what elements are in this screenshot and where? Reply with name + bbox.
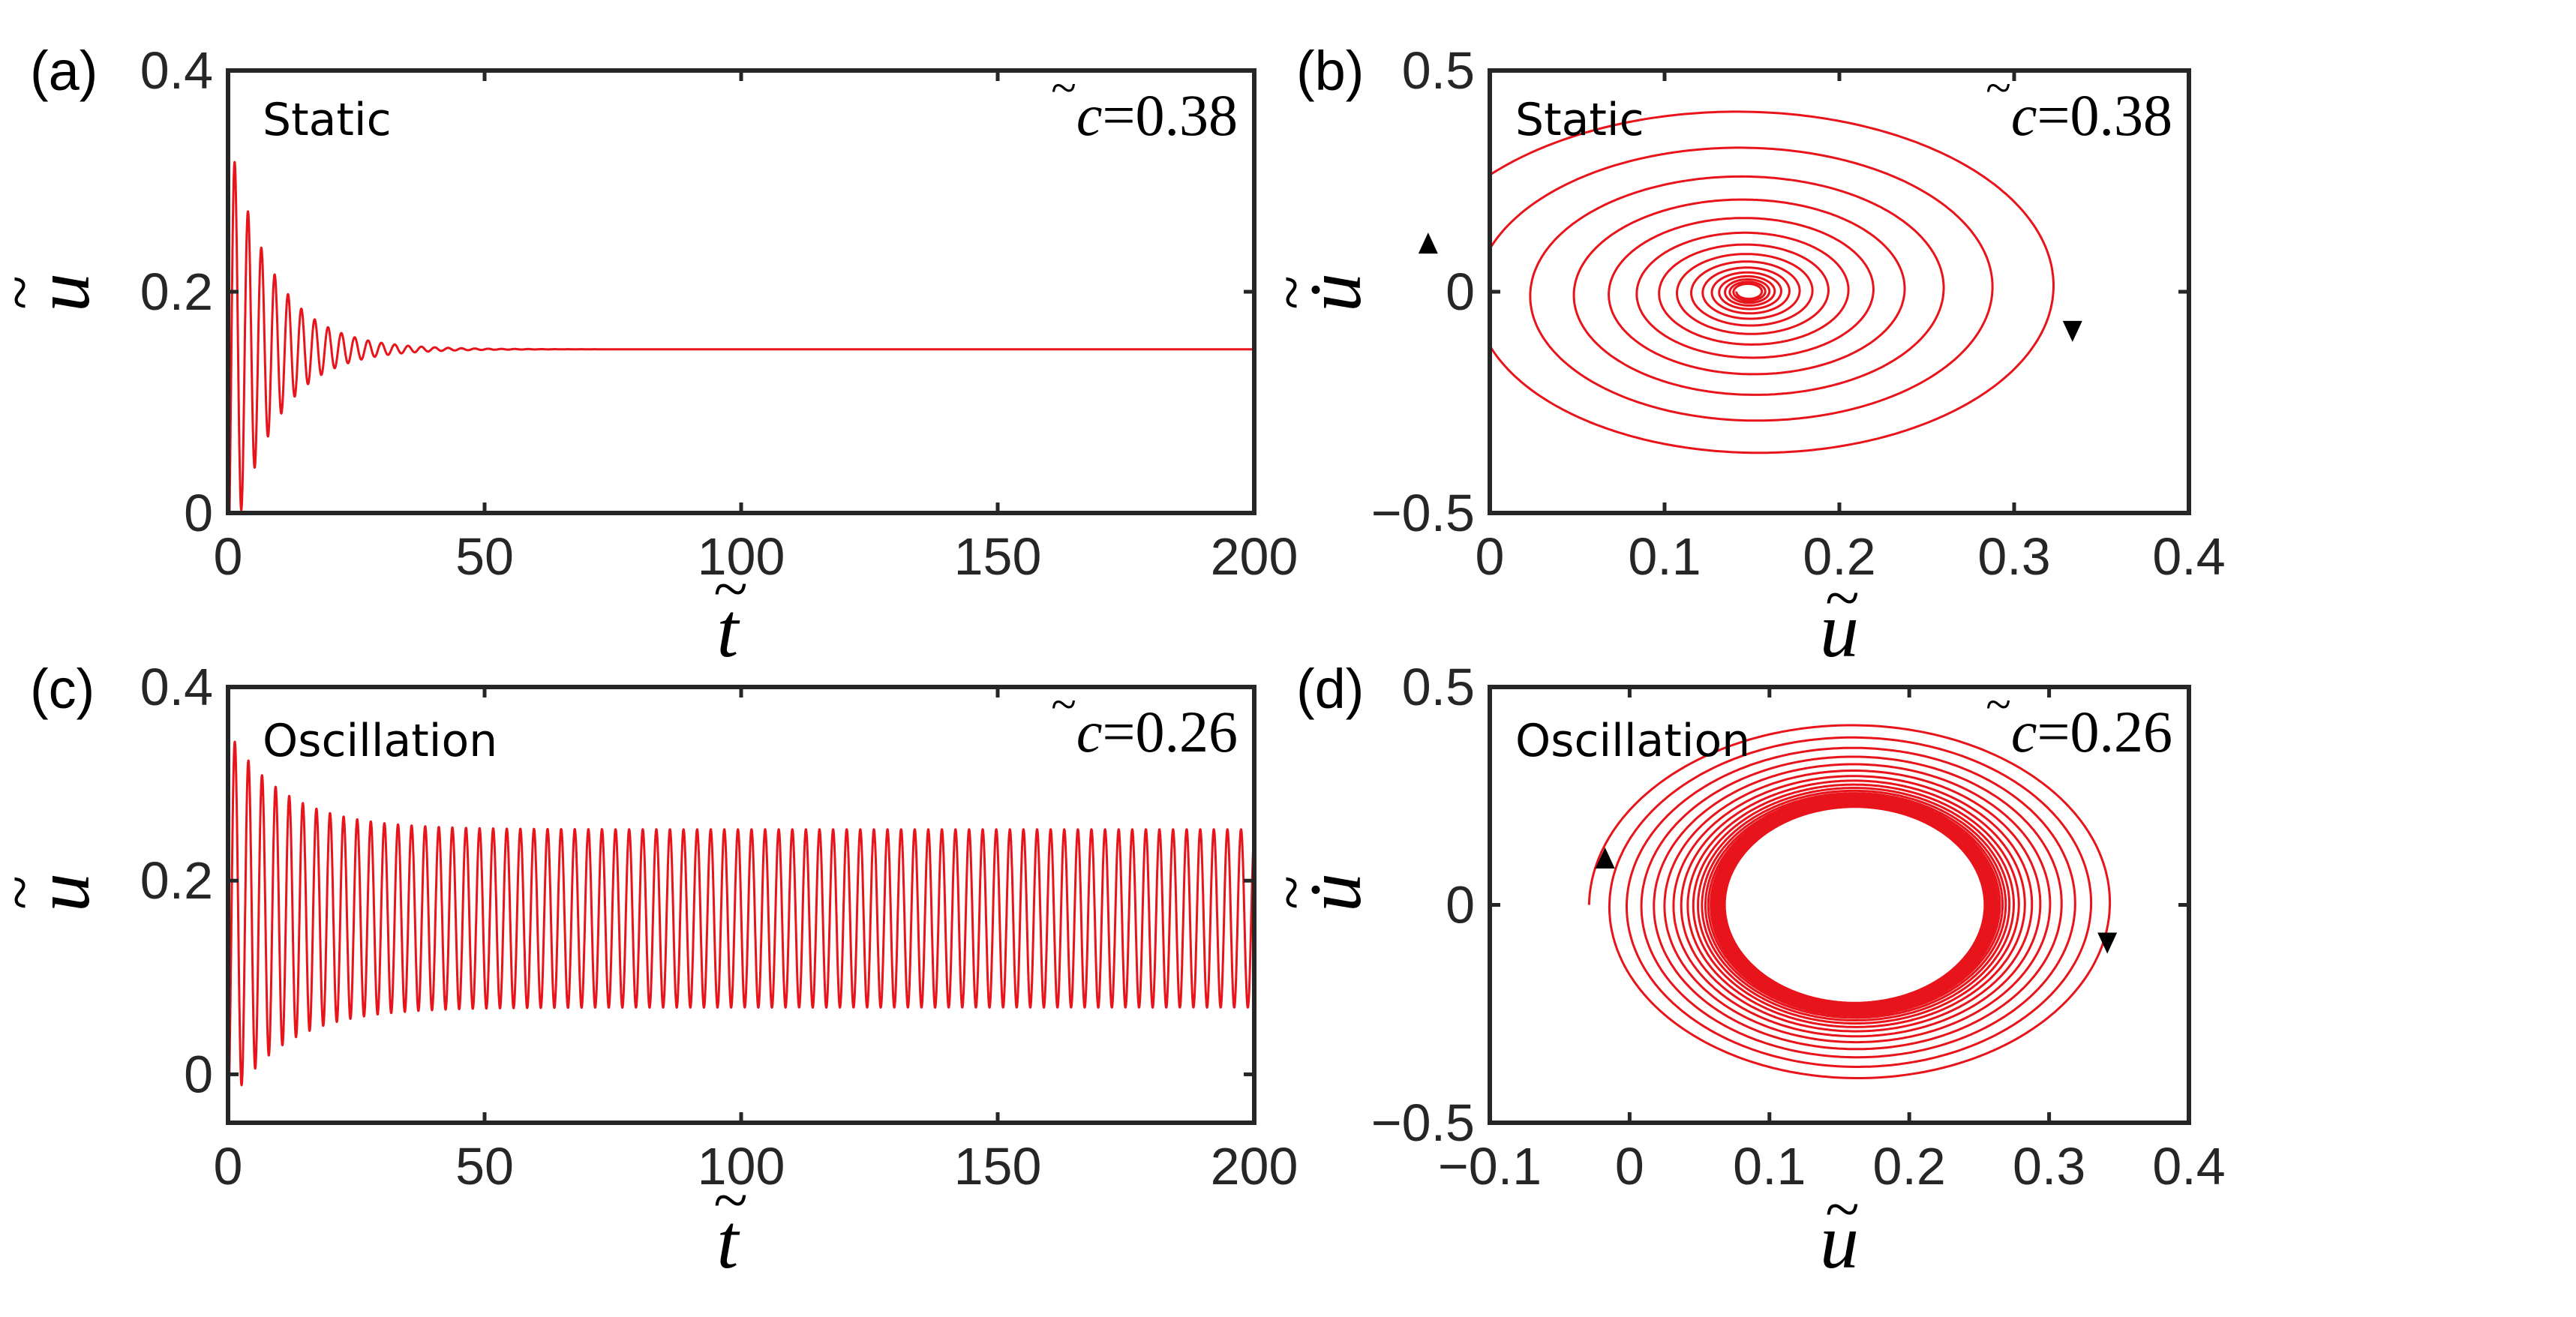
y-tick-label: 0 (1446, 262, 1475, 321)
x-tick-label: 0.1 (1733, 1137, 1806, 1196)
x-tick-label: 0 (1615, 1137, 1644, 1196)
parameter-label: c=0.26~ (1051, 680, 1238, 764)
x-axis-tilde: ~ (713, 554, 747, 624)
parameter-tilde: ~ (1051, 63, 1076, 114)
x-axis-label: u~ (1820, 563, 1860, 674)
panel-label: (d) (1296, 658, 1364, 720)
y-axis-tilde: ~ (1256, 275, 1326, 309)
state-label: Static (1515, 94, 1644, 146)
parameter-symbol: c (2011, 82, 2037, 148)
x-axis-label-text: u (1820, 1198, 1859, 1285)
y-tick-label: 0.5 (1402, 41, 1475, 100)
x-tick-label: 0 (1476, 527, 1505, 586)
x-axis-label: u~ (1820, 1174, 1860, 1285)
panel-label: (a) (30, 40, 98, 102)
state-label: Oscillation (1515, 715, 1750, 767)
svg-text:c=0.38: c=0.38 (2011, 82, 2172, 148)
panel-label: (b) (1296, 40, 1364, 102)
x-axis-tilde: ~ (1825, 563, 1859, 633)
y-axis-label-text: u̇ (1291, 873, 1377, 912)
parameter-tilde: ~ (1986, 63, 2011, 114)
x-axis-label: t~ (713, 1166, 747, 1285)
y-tick-label: 0.4 (140, 658, 213, 716)
state-label: Static (263, 94, 392, 146)
trajectory-arrow (2097, 932, 2118, 954)
x-tick-label: 0.2 (1803, 527, 1875, 586)
y-axis-label: u̇~ (1256, 873, 1377, 912)
parameter-value: =0.26 (1103, 699, 1238, 764)
parameter-label: c=0.38~ (1051, 63, 1238, 148)
x-tick-label: −0.1 (1438, 1137, 1542, 1196)
x-tick-label: 150 (954, 1137, 1042, 1196)
x-tick-label: 50 (455, 527, 514, 586)
parameter-symbol: c (1076, 699, 1103, 764)
y-tick-label: 0.5 (1402, 658, 1475, 716)
x-axis-label-text: t (717, 1198, 740, 1285)
x-tick-label: 50 (455, 1137, 514, 1196)
svg-text:c=0.26: c=0.26 (1076, 699, 1238, 764)
y-axis-label: u~ (0, 873, 106, 912)
y-tick-label: 0.2 (140, 851, 213, 910)
state-label: Oscillation (263, 715, 497, 767)
x-tick-label: 0.3 (1977, 527, 2050, 586)
x-axis-label-text: u (1820, 587, 1859, 674)
x-tick-label: 200 (1211, 1137, 1299, 1196)
y-tick-label: −0.5 (1371, 1094, 1475, 1152)
x-tick-label: 150 (954, 527, 1042, 586)
y-axis-label: u~ (0, 273, 106, 312)
parameter-symbol: c (2011, 699, 2037, 764)
panel-label: (c) (30, 658, 95, 720)
x-tick-label: 0.1 (1628, 527, 1701, 586)
y-axis-label: u̇~ (1256, 273, 1377, 312)
parameter-value: =0.38 (2037, 82, 2173, 148)
y-axis-tilde: ~ (1256, 875, 1326, 909)
x-tick-label: 0.4 (2152, 1137, 2225, 1196)
parameter-tilde: ~ (1051, 680, 1076, 730)
trajectory-arrow (1418, 232, 1438, 254)
panel-d: −0.1 0 0.1 0.2 0.3 0.4 −0.5 0 0.5 (d) Oscillation c… (1256, 658, 2226, 1285)
x-tick-label: 0.3 (2013, 1137, 2085, 1196)
y-tick-label: 0.2 (140, 262, 213, 321)
panel-b: 0 0.1 0.2 0.3 0.4−0.500.5(b)Static c=0.38~u~u… (1256, 40, 2226, 674)
y-tick-label: −0.5 (1371, 484, 1475, 542)
x-tick-label: 0.4 (2152, 527, 2225, 586)
parameter-label: c=0.26~ (1986, 680, 2172, 764)
x-axis-tilde: ~ (1825, 1174, 1859, 1244)
parameter-label: c=0.38~ (1986, 63, 2172, 148)
y-tick-label: 0.4 (140, 41, 213, 100)
y-tick-label: 0 (1446, 876, 1475, 934)
y-axis-label-text: u (20, 273, 106, 312)
y-tick-label: 0 (184, 484, 213, 542)
parameter-value: =0.38 (1103, 82, 1238, 148)
x-tick-label: 0.2 (1873, 1137, 1946, 1196)
x-axis-label: t~ (713, 554, 747, 674)
x-tick-label: 100 (698, 1137, 785, 1196)
series-line (228, 740, 1254, 1107)
y-axis-label-text: u̇ (1291, 273, 1377, 312)
trajectory-arrow (2062, 320, 2082, 342)
trajectory-arrow (1595, 847, 1615, 868)
x-tick-label: 200 (1211, 527, 1299, 586)
x-axis-tilde: ~ (713, 1166, 747, 1235)
x-tick-label: 0 (214, 1137, 243, 1196)
y-axis-label-text: u (20, 873, 106, 912)
series-line (228, 160, 1254, 513)
series-line (1587, 724, 2112, 1079)
parameter-value: =0.26 (2037, 699, 2173, 764)
svg-text:c=0.38: c=0.38 (1076, 82, 1238, 148)
svg-text:c=0.26: c=0.26 (2011, 699, 2172, 764)
series-line (1490, 110, 2055, 454)
y-axis-tilde: ~ (0, 875, 55, 909)
y-tick-label: 0 (184, 1045, 213, 1103)
parameter-tilde: ~ (1986, 680, 2011, 730)
y-axis-tilde: ~ (0, 275, 55, 309)
parameter-symbol: c (1076, 82, 1103, 148)
x-tick-label: 0 (214, 527, 243, 586)
x-tick-label: 100 (698, 527, 785, 586)
x-axis-label-text: t (717, 587, 740, 674)
